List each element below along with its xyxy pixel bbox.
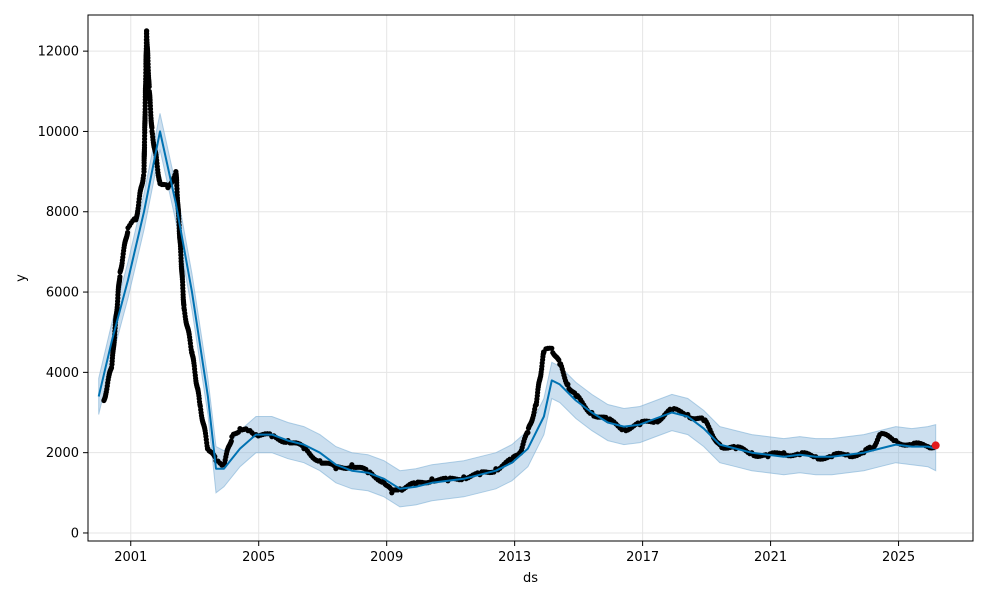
observed-point (228, 438, 234, 444)
observed-point (149, 125, 155, 131)
observed-point (146, 84, 152, 90)
x-tick-label: 2001 (114, 550, 147, 565)
grid-lines (88, 15, 973, 541)
y-axis-label: y (14, 274, 29, 282)
observed-point (117, 274, 123, 280)
observed-point (125, 229, 131, 236)
highlight-group (931, 441, 940, 450)
x-tick-label: 2005 (242, 550, 275, 565)
y-tick-label: 4000 (46, 366, 79, 381)
uncertainty-interval (98, 113, 937, 508)
x-tick-label: 2025 (882, 550, 915, 565)
y-tick-label: 12000 (38, 45, 79, 60)
highlight-point (931, 441, 940, 450)
x-tick-label: 2017 (626, 550, 659, 565)
observed-point (525, 430, 531, 436)
x-tick-label: 2021 (754, 550, 787, 565)
y-tick-label: 0 (71, 526, 79, 541)
forecast-line-group (97, 130, 936, 490)
x-tick-label: 2013 (498, 550, 531, 565)
y-tick-label: 8000 (46, 205, 79, 220)
observed-point (549, 345, 555, 351)
x-axis-label: ds (523, 571, 538, 586)
observed-points (101, 28, 939, 496)
x-tick-label: 2009 (370, 550, 403, 565)
y-tick-label: 2000 (46, 446, 79, 461)
observed-point (141, 172, 147, 178)
uncertainty-band (98, 113, 937, 508)
y-axis-ticks: 0 2000 4000 6000 8000 10000 12000 (38, 45, 88, 541)
observed-point (556, 357, 562, 363)
y-tick-label: 6000 (46, 286, 79, 301)
plot-frame (87, 14, 974, 542)
forecast-line (97, 130, 936, 490)
y-tick-label: 10000 (38, 125, 79, 140)
x-axis-ticks: 2001 2005 2009 2013 2017 2021 2025 (114, 541, 915, 565)
observed-point (565, 381, 571, 387)
